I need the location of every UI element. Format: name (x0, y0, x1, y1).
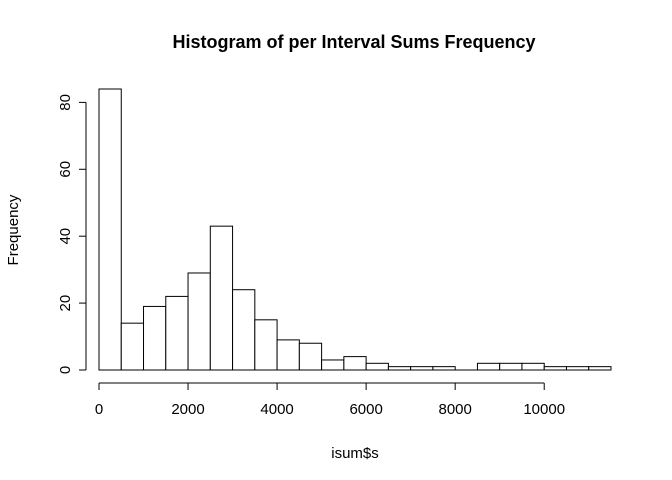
histogram-bar (165, 295, 189, 371)
histogram-bar (232, 289, 256, 371)
histogram-bar (387, 366, 412, 371)
x-tick-label: 10000 (523, 401, 565, 418)
histogram-bar (143, 305, 167, 371)
x-tick-label: 0 (95, 401, 103, 418)
y-axis-label: Frequency (5, 194, 22, 265)
histogram-bar (120, 322, 145, 371)
histogram-bar (499, 362, 523, 371)
histogram-bar (298, 342, 323, 371)
histogram-bar (565, 366, 590, 371)
histogram-bar (343, 356, 367, 371)
x-tick-label: 6000 (349, 401, 382, 418)
y-tick-label: 80 (57, 94, 74, 111)
y-tick-label: 40 (57, 228, 74, 245)
histogram-bar (321, 359, 345, 371)
chart-title: Histogram of per Interval Sums Frequency (172, 32, 535, 52)
histogram-bar (476, 362, 501, 371)
y-axis: 0 20 40 60 80 (57, 94, 87, 374)
histogram-bar (365, 362, 389, 371)
y-tick-label: 20 (57, 295, 74, 312)
histogram-bar (187, 272, 211, 371)
histogram-bar (209, 225, 234, 371)
bars-group (98, 88, 612, 371)
histogram-bar (410, 366, 434, 371)
histogram-bar (254, 319, 278, 371)
histogram-bar (588, 366, 612, 371)
x-tick-label: 2000 (171, 401, 204, 418)
x-axis-label: isum$s (331, 445, 379, 462)
histogram-bar (432, 366, 456, 371)
histogram-bar (276, 339, 300, 371)
x-tick-label: 8000 (438, 401, 471, 418)
histogram-bar (521, 362, 545, 371)
x-axis: 0 2000 4000 6000 8000 10000 (95, 382, 565, 418)
y-tick-label: 0 (57, 366, 74, 374)
y-tick-label: 60 (57, 161, 74, 178)
x-tick-label: 4000 (260, 401, 293, 418)
histogram-bar (98, 88, 122, 371)
histogram-bar (543, 366, 567, 371)
